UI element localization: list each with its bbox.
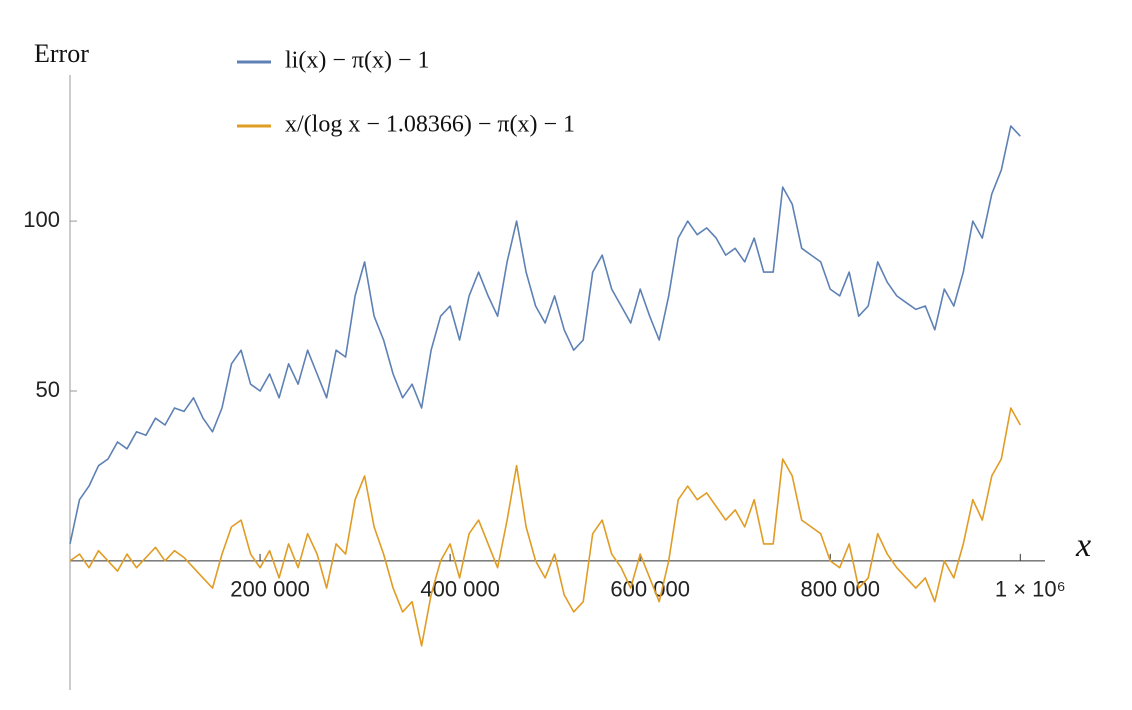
legend: li(x) − π(x) − 1 x/(log x − 1.08366) − π(… xyxy=(237,48,575,138)
x-tick-label: 800 000 xyxy=(800,577,880,602)
x-axis-label: x xyxy=(1075,527,1091,564)
legend-label: li(x) − π(x) − 1 xyxy=(285,48,430,74)
x-tick-label: 400 000 xyxy=(420,577,500,602)
y-tick-label: 50 xyxy=(36,377,60,402)
x-tick-label: 200 000 xyxy=(230,577,310,602)
y-tick-label: 100 xyxy=(23,207,60,232)
x-tick-label: 1 × 10⁶ xyxy=(995,577,1066,602)
series-line xyxy=(69,407,1021,647)
series-line xyxy=(69,125,1021,545)
y-axis-label: Error xyxy=(34,39,89,68)
legend-label: x/(log x − 1.08366) − π(x) − 1 xyxy=(285,112,575,138)
